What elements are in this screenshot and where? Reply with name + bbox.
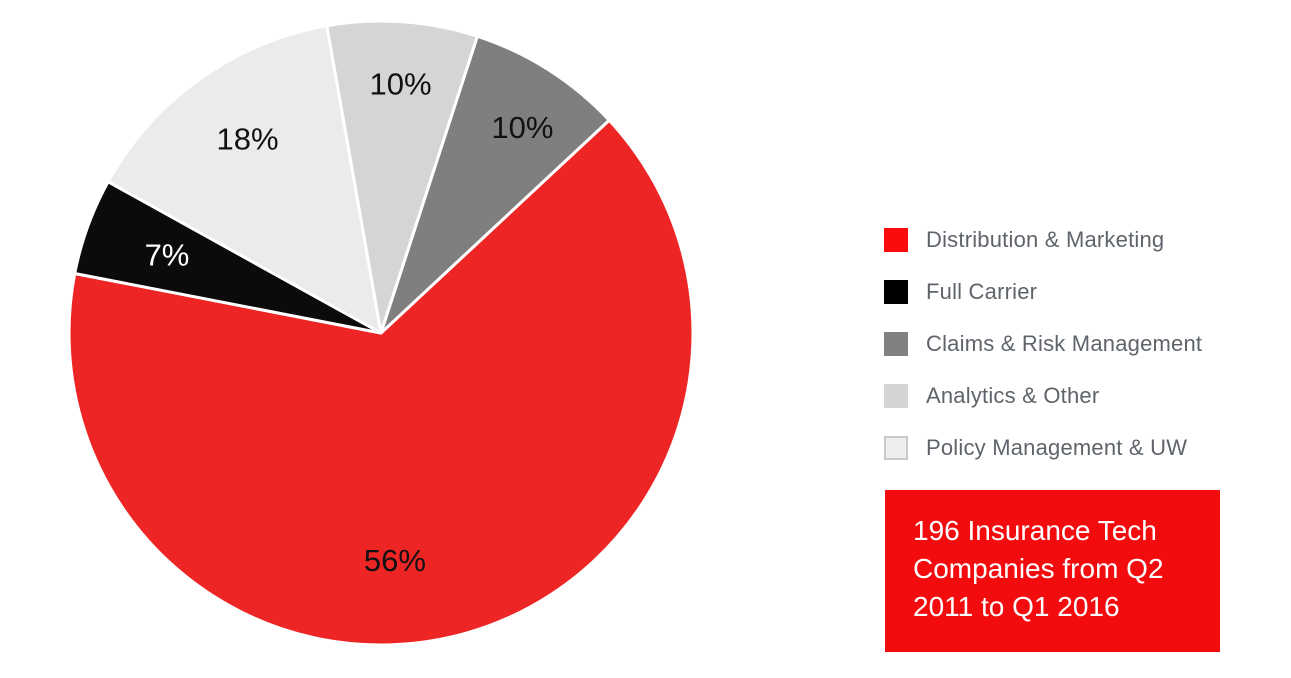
legend-label-3: Claims & Risk Management (926, 331, 1203, 356)
pie-slice-3 (106, 24, 383, 335)
callout-box: 196 Insurance Tech Companies from Q2 201… (885, 490, 1220, 652)
callout-line-1: 196 Insurance Tech (913, 515, 1157, 546)
pie-slice-value-label-4: 10% (370, 67, 432, 102)
callout-line-3: 2011 to Q1 2016 (913, 591, 1120, 622)
pie-slice-value-label-2: 7% (145, 238, 190, 273)
legend: Distribution & Marketing Full Carrier Clai… (884, 227, 1203, 460)
pie-slice-value-label-3: 18% (217, 121, 279, 156)
pie-slice-5 (379, 34, 611, 335)
legend-swatch-2 (884, 280, 908, 304)
pie-slice-value-label-5: 10% (491, 110, 553, 145)
legend-swatch-4 (884, 384, 908, 408)
legend-swatch-5 (884, 436, 908, 460)
legend-item-5: Policy Management & UW (884, 435, 1202, 460)
legend-label-4: Analytics & Other (926, 383, 1100, 408)
legend-swatch-1 (884, 228, 908, 252)
legend-item-3: Claims & Risk Management (884, 331, 1203, 356)
legend-item-1: Distribution & Marketing (884, 227, 1202, 252)
legend-label-5: Policy Management & UW (926, 435, 1188, 460)
pie-slice-4 (325, 19, 479, 335)
pie-slice-1 (67, 118, 695, 647)
legend-item-2: Full Carrier (884, 279, 1202, 304)
legend-label-1: Distribution & Marketing (926, 227, 1165, 252)
pie-slice-value-label-1: 56% (364, 543, 426, 578)
callout-line-2: Companies from Q2 (913, 553, 1164, 584)
legend-swatch-3 (884, 332, 908, 356)
legend-item-4: Analytics & Other (884, 383, 1202, 408)
legend-label-2: Full Carrier (926, 279, 1038, 304)
